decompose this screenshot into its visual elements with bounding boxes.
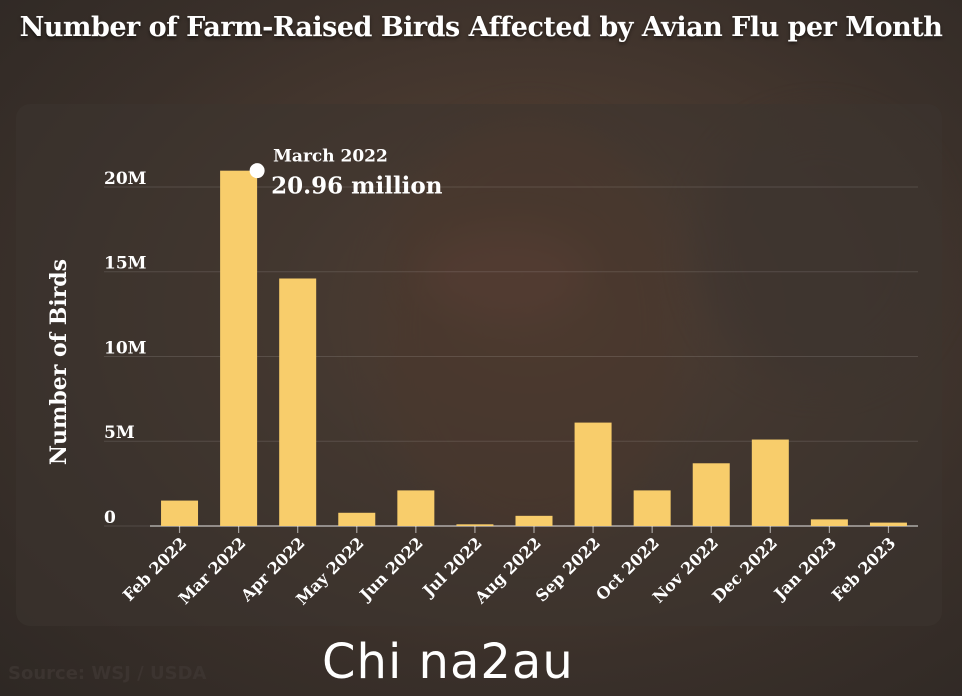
y-tick-label: 20M (104, 169, 147, 189)
bar (397, 490, 435, 526)
x-tick-label: Feb 2023 (828, 533, 899, 604)
source-credit: Source: WSJ / USDA (8, 663, 207, 684)
annotation-label: March 2022 (273, 147, 388, 167)
bar (161, 500, 199, 526)
chart-title: Number of Farm-Raised Birds Affected by … (19, 12, 943, 43)
bar (220, 170, 258, 526)
bar (338, 512, 376, 526)
x-tick-label: Sep 2022 (532, 533, 604, 605)
y-tick-label: 15M (104, 254, 147, 274)
bar (515, 515, 553, 526)
bar (751, 439, 789, 526)
y-tick-label: 5M (104, 423, 135, 443)
watermark-text: Chi na2au (322, 634, 574, 690)
annotation-dot (249, 163, 265, 179)
bar (279, 278, 317, 526)
y-tick-label: 10M (104, 338, 147, 358)
bar (810, 519, 848, 526)
y-axis-label: Number of Birds (46, 259, 72, 465)
bar (869, 522, 907, 526)
y-tick-label: 0 (104, 508, 116, 528)
bar (692, 463, 730, 526)
chart-panel (16, 104, 942, 626)
bar (456, 524, 494, 526)
bar (574, 422, 612, 526)
bar (633, 490, 671, 526)
annotation-value: 20.96 million (271, 173, 443, 200)
x-tick-label: Jun 2022 (355, 533, 427, 605)
